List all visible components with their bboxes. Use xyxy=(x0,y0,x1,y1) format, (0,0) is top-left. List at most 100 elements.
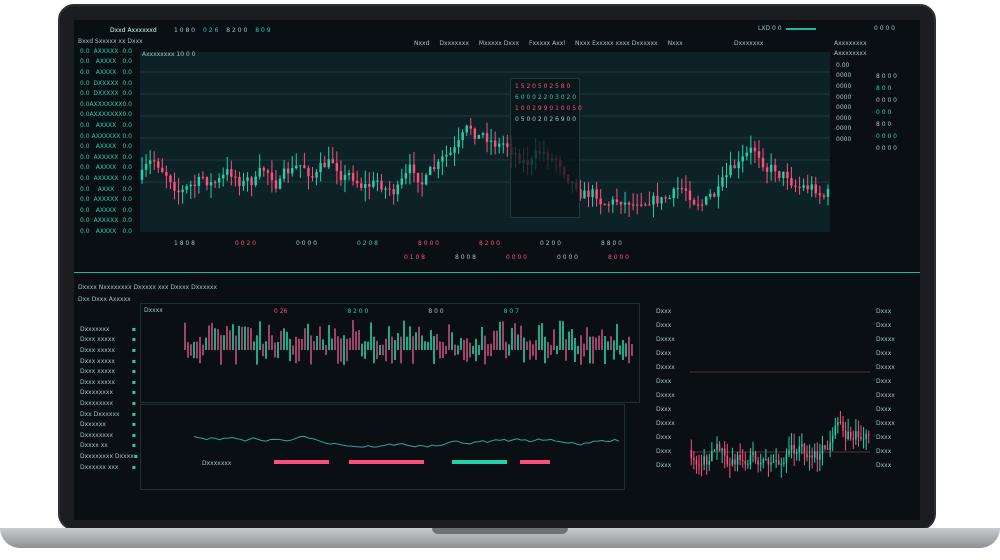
menu-item[interactable]: Nxxx xyxy=(667,40,683,47)
lower-mid-item[interactable]: Dxxxx xyxy=(654,360,694,374)
lower-left-item[interactable]: Dxxx xxxxx ▪ xyxy=(78,366,138,377)
watchlist-item[interactable]: 0.0 AXXXX 0.0 xyxy=(78,141,134,152)
side-item[interactable]: 0 0 0 0 xyxy=(874,130,918,142)
lower-left-item[interactable]: Dxxx xxxxx ▪ xyxy=(78,345,138,356)
side-item[interactable]: 0 0 0 0 xyxy=(874,142,918,154)
lower-right-item[interactable]: Dxxxx xyxy=(874,388,918,402)
lower-right-item[interactable]: Dxxxx xyxy=(874,416,918,430)
watchlist-item[interactable]: 0.0 AXXXX 0.0 xyxy=(78,205,134,216)
lower-mid-item[interactable]: Dxxx xyxy=(654,318,694,332)
candle-body xyxy=(355,180,359,184)
right-panel-item[interactable]: 0000 xyxy=(834,92,870,103)
menu-item[interactable]: Fxxxxx Axxl xyxy=(529,40,566,47)
lower-left-item[interactable]: Dxxxxxxxx Dxxxx ▪ xyxy=(78,451,138,462)
side-item[interactable]: 0 0 0 xyxy=(874,106,918,118)
candle-body xyxy=(611,199,615,205)
watchlist-item[interactable]: 0.0 AXXX 0.0 xyxy=(78,184,134,195)
lower-right-item[interactable]: Dxxx xyxy=(874,374,918,388)
secondary-candlestick-chart[interactable] xyxy=(690,320,870,490)
lower-mid-item[interactable]: Dxxxx xyxy=(654,332,694,346)
watchlist-item[interactable]: 0.0 AXXXX 0.0 xyxy=(78,120,134,131)
candle-body xyxy=(384,188,387,190)
menu-item[interactable]: Dxxxxxxx xyxy=(439,40,469,47)
status-dot-icon: ▪ xyxy=(131,431,136,439)
lower-mid-item[interactable]: Dxxx xyxy=(654,304,694,318)
lower-right-item[interactable]: Dxxxx xyxy=(874,332,918,346)
right-panel-item[interactable]: 0000 xyxy=(834,102,870,113)
watchlist-item[interactable]: 0.0 DXXXXX 0.0 xyxy=(78,88,134,99)
lower-left-item[interactable]: Dxxx xxxxx ▪ xyxy=(78,335,138,346)
right-panel-item[interactable]: 0000 xyxy=(834,124,870,135)
lower-left-item[interactable]: Dxxxxxxxx ▪ xyxy=(78,430,138,441)
side-item[interactable]: 8 0 0 xyxy=(874,118,918,130)
lower-left-item[interactable]: Dxxxxxxxx ▪ xyxy=(78,398,138,409)
lower-mid-item[interactable]: Dxxx xyxy=(654,374,694,388)
lower-mid-item[interactable]: Dxxxx xyxy=(654,388,694,402)
right-panel-item[interactable]: 0000 xyxy=(834,71,870,82)
right-panel-item[interactable]: 0000 xyxy=(834,134,870,145)
candle-body xyxy=(181,189,184,193)
right-panel-item[interactable]: 0000 xyxy=(834,81,870,92)
watchlist-item[interactable]: 0.0 AXXXX 0.0 xyxy=(78,163,134,174)
tab[interactable]: 8 0 9 xyxy=(255,27,271,34)
status-dot-icon: ▪ xyxy=(131,378,136,386)
watchlist-item[interactable]: 0.0 AXXXXX 0.0 xyxy=(78,173,134,184)
watchlist-item[interactable]: 0.0 AXXXX 0.0 xyxy=(78,226,134,237)
right-panel-item[interactable]: 0000 xyxy=(834,113,870,124)
candle-body xyxy=(404,173,408,179)
candle-body xyxy=(388,188,391,190)
lower-mid-item[interactable]: Dxxx xyxy=(654,444,694,458)
side-item[interactable]: 0 0 0 0 xyxy=(874,94,918,106)
watchlist-item[interactable]: 0.0 AXXXXX 0.0 xyxy=(78,216,134,227)
candle-body xyxy=(335,163,339,171)
candle-body xyxy=(741,460,744,462)
lower-mid-item[interactable]: Dxxx xyxy=(654,458,694,472)
side-item[interactable]: 8 0 0 0 xyxy=(874,70,918,82)
watchlist-item[interactable]: 0.0 AXXXXX 0.0 xyxy=(78,194,134,205)
lower-left-item[interactable]: Dxx Dxxxxxx ▪ xyxy=(78,409,138,420)
status-dot-icon: ▪ xyxy=(133,452,138,460)
right-panel-item[interactable]: 0.00 xyxy=(834,60,870,71)
watchlist-item[interactable]: 0.0 AXXXXXX 0.0 xyxy=(78,131,134,142)
watchlist-item[interactable]: 0.0 DXXXXX 0.0 xyxy=(78,78,134,89)
lower-right-item[interactable]: Dxxx xyxy=(874,304,918,318)
watchlist-item[interactable]: 0.0 AXXXX 0.0 xyxy=(78,67,134,78)
volume-bars[interactable] xyxy=(184,320,634,380)
watchlist-item[interactable]: 0.0 AXXXXX 0.0 xyxy=(78,152,134,163)
side-item[interactable]: 8 0 0 xyxy=(874,82,918,94)
watchlist-item[interactable]: 0.0 AXXXXXXX 0.0 xyxy=(78,110,134,121)
candlestick-chart[interactable] xyxy=(140,60,830,230)
lower-right-item[interactable]: Dxxx xyxy=(874,346,918,360)
menu-item[interactable]: Nxxx Exxxxx xxxx Dxxxxxx xyxy=(575,40,658,47)
menu-item[interactable]: Mxxxxx Dxxx xyxy=(478,40,520,47)
tab[interactable]: 8 2 0 0 xyxy=(226,27,248,34)
lower-right-item[interactable]: Dxxx xyxy=(874,318,918,332)
item-label: Dxxx xxxxx xyxy=(80,368,115,376)
lower-right-item[interactable]: Dxxx xyxy=(874,430,918,444)
lower-right-item[interactable]: Dxxx xyxy=(874,402,918,416)
lower-right-item[interactable]: Dxxx xyxy=(874,458,918,472)
watchlist-item[interactable]: 0.0 AXXXXX 0.0 xyxy=(78,46,134,57)
tab[interactable]: 0 2 6 xyxy=(203,27,219,34)
watchlist-item[interactable]: 0.0 AXXXX 0.0 xyxy=(78,57,134,68)
tab[interactable]: 1 0 8 0 xyxy=(174,27,195,34)
lower-left-item[interactable]: Dxxxx xx ▪ xyxy=(78,441,138,452)
item-code: 0.0 xyxy=(80,196,90,204)
lower-mid-item[interactable]: Dxxx xyxy=(654,402,694,416)
lower-right-item[interactable]: Dxxxx xyxy=(874,360,918,374)
line-chart[interactable] xyxy=(194,415,619,455)
lower-left-item[interactable]: Dxxxxxxx ▪ xyxy=(78,324,138,335)
lower-mid-item[interactable]: Dxxx xyxy=(654,430,694,444)
lower-left-item[interactable]: Dxxx xxxxx ▪ xyxy=(78,377,138,388)
menu-item[interactable]: Nxxd xyxy=(414,40,430,47)
lower-mid-item[interactable]: Dxxxx xyxy=(654,416,694,430)
lower-mid-item[interactable]: Dxxx xyxy=(654,346,694,360)
lower-right-item[interactable]: Dxxx xyxy=(874,444,918,458)
lower-left-item[interactable]: Dxxx xxxxx ▪ xyxy=(78,356,138,367)
watchlist-item[interactable]: 0.0 AXXXXXXX 0.0 xyxy=(78,99,134,110)
lower-left-item[interactable]: Dxxxxxx xxx ▪ xyxy=(78,462,138,473)
volume-bar xyxy=(289,338,291,362)
lower-left-item[interactable]: Dxxxxxxxx ▪ xyxy=(78,388,138,399)
lower-left-item[interactable]: Dxxxxxx ▪ xyxy=(78,419,138,430)
volume-bar xyxy=(364,341,366,359)
